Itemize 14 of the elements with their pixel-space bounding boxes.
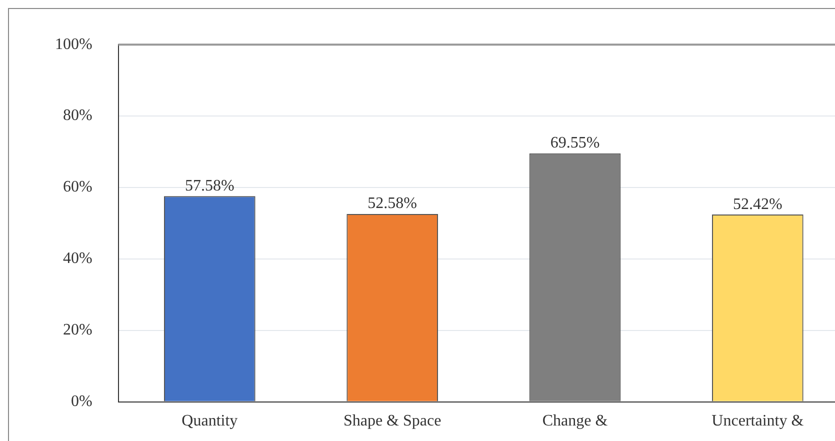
y-tick-label: 20%: [63, 322, 92, 339]
y-tick-label: 0%: [71, 393, 92, 410]
x-tick-label: Change &: [542, 412, 608, 430]
data-label: 57.58%: [185, 177, 234, 194]
data-label: 52.42%: [733, 196, 782, 213]
y-tick-label: 60%: [63, 178, 92, 196]
data-label: 52.58%: [368, 195, 417, 212]
y-tick-label: 80%: [63, 107, 92, 124]
y-tick-label: 40%: [63, 250, 92, 268]
y-tick-label: 100%: [55, 36, 92, 53]
x-tick-label: Shape & Space: [343, 412, 442, 430]
data-label: 69.55%: [550, 134, 600, 152]
x-tick-label: Quantity: [182, 412, 238, 430]
x-tick-label: Uncertainty &: [712, 412, 804, 430]
